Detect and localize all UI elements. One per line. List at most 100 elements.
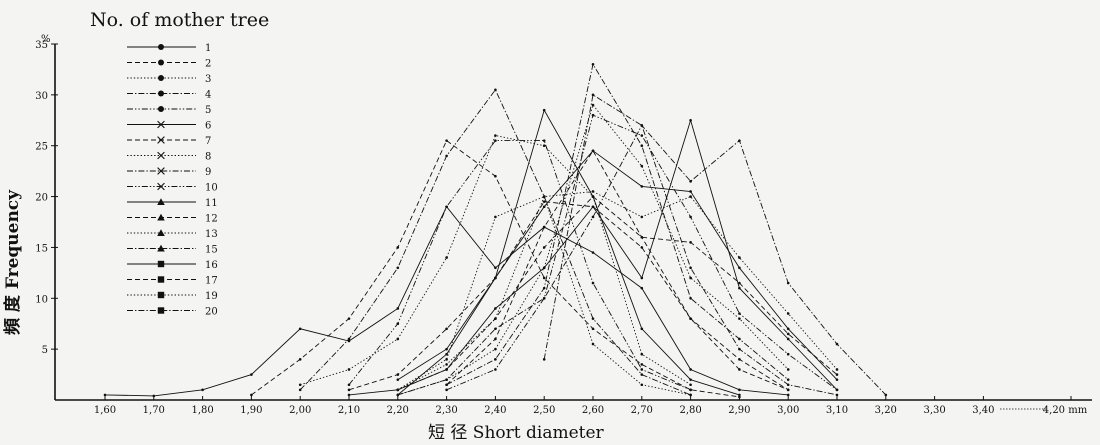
data-point xyxy=(591,93,595,97)
x-tick-label: 3,40 xyxy=(972,405,994,416)
data-point xyxy=(396,388,400,392)
legend-label: 8 xyxy=(205,152,211,163)
data-point xyxy=(494,276,497,280)
series-lines xyxy=(103,63,888,399)
series-line xyxy=(397,191,838,391)
legend-entry-15: 15 xyxy=(127,245,218,256)
data-point xyxy=(640,124,644,127)
point-marker xyxy=(158,44,164,50)
data-point xyxy=(542,266,546,270)
data-point xyxy=(738,393,741,397)
data-point xyxy=(689,266,692,270)
data-point xyxy=(689,215,692,219)
x-tick-label: 2,60 xyxy=(582,405,604,416)
data-point xyxy=(250,373,253,376)
series-17 xyxy=(445,149,790,392)
series-line xyxy=(397,104,789,396)
legend-label: 1 xyxy=(205,43,211,54)
data-point xyxy=(298,388,302,392)
y-tick-label: 10 xyxy=(35,294,48,305)
point-marker xyxy=(157,198,165,206)
data-point xyxy=(786,312,790,315)
data-point xyxy=(738,358,741,361)
y-tick-label: 15 xyxy=(35,243,48,254)
x-tick-label: 2,80 xyxy=(679,405,701,416)
data-point xyxy=(591,190,595,193)
data-point xyxy=(738,266,741,270)
legend-entry-7: 7 xyxy=(127,136,211,147)
series-line xyxy=(348,140,691,391)
x-tick-label: 2,10 xyxy=(338,405,360,416)
data-point xyxy=(835,378,839,381)
legend-entry-11: 11 xyxy=(127,198,218,209)
data-point xyxy=(347,337,351,341)
series-line xyxy=(348,201,789,391)
data-point xyxy=(640,185,644,188)
data-point xyxy=(640,215,644,219)
data-point xyxy=(640,383,644,387)
data-point xyxy=(445,388,448,392)
x-tick-label: 3,10 xyxy=(826,405,848,416)
legend-entry-9: 9 xyxy=(127,167,211,178)
legend-entry-8: 8 xyxy=(127,152,211,163)
legend-label: 19 xyxy=(205,291,218,302)
data-point xyxy=(640,352,644,356)
data-point xyxy=(689,180,692,183)
data-point xyxy=(542,296,546,300)
y-unit-label: % xyxy=(41,34,51,45)
data-point xyxy=(445,256,448,259)
data-point xyxy=(640,235,644,239)
data-point xyxy=(689,383,692,387)
series-5 xyxy=(347,139,692,392)
data-point xyxy=(250,393,253,397)
data-point xyxy=(347,339,351,343)
series-4 xyxy=(298,88,692,397)
data-point xyxy=(591,149,595,153)
y-tick-label: 25 xyxy=(35,142,48,153)
point-marker xyxy=(157,213,165,221)
data-point xyxy=(591,205,595,209)
data-point xyxy=(591,327,595,331)
point-marker xyxy=(157,182,165,191)
data-point xyxy=(591,195,595,198)
data-point xyxy=(396,378,400,381)
data-point xyxy=(591,215,595,219)
data-point xyxy=(738,286,741,290)
legend-entry-13: 13 xyxy=(127,229,218,240)
legend-label: 13 xyxy=(205,229,218,240)
data-point xyxy=(689,296,692,300)
point-marker xyxy=(157,167,165,175)
x-axis-title: 短 径 Short diameter xyxy=(428,423,605,443)
legend-title: No. of mother tree xyxy=(90,9,269,31)
point-marker xyxy=(157,307,165,314)
legend-label: 17 xyxy=(205,276,218,287)
data-point xyxy=(396,246,400,249)
data-point xyxy=(786,281,790,285)
data-point xyxy=(494,134,497,137)
data-point xyxy=(542,200,546,203)
series-19 xyxy=(396,195,692,397)
data-point xyxy=(494,307,497,310)
y-ticks: 5 10 15 20 25 30 35 xyxy=(35,40,58,356)
y-axis-title: 頻 度 Frequency xyxy=(2,189,23,336)
legend-label: 16 xyxy=(205,260,218,271)
data-point xyxy=(640,246,644,249)
data-point xyxy=(103,393,107,397)
x-tick-label: 2,40 xyxy=(484,405,506,416)
data-point xyxy=(689,276,692,280)
data-point xyxy=(445,358,448,361)
point-marker xyxy=(157,291,165,299)
data-point xyxy=(689,195,692,198)
data-point xyxy=(738,347,741,351)
series-12 xyxy=(347,200,790,392)
data-point xyxy=(445,383,448,387)
data-point xyxy=(298,383,302,387)
data-point xyxy=(591,113,595,117)
data-point xyxy=(494,317,497,320)
data-point xyxy=(835,373,839,376)
data-point xyxy=(835,388,839,392)
series-16 xyxy=(396,108,741,397)
data-point xyxy=(542,276,546,280)
data-point xyxy=(494,368,497,371)
y-tick-label: 35 xyxy=(35,40,48,51)
